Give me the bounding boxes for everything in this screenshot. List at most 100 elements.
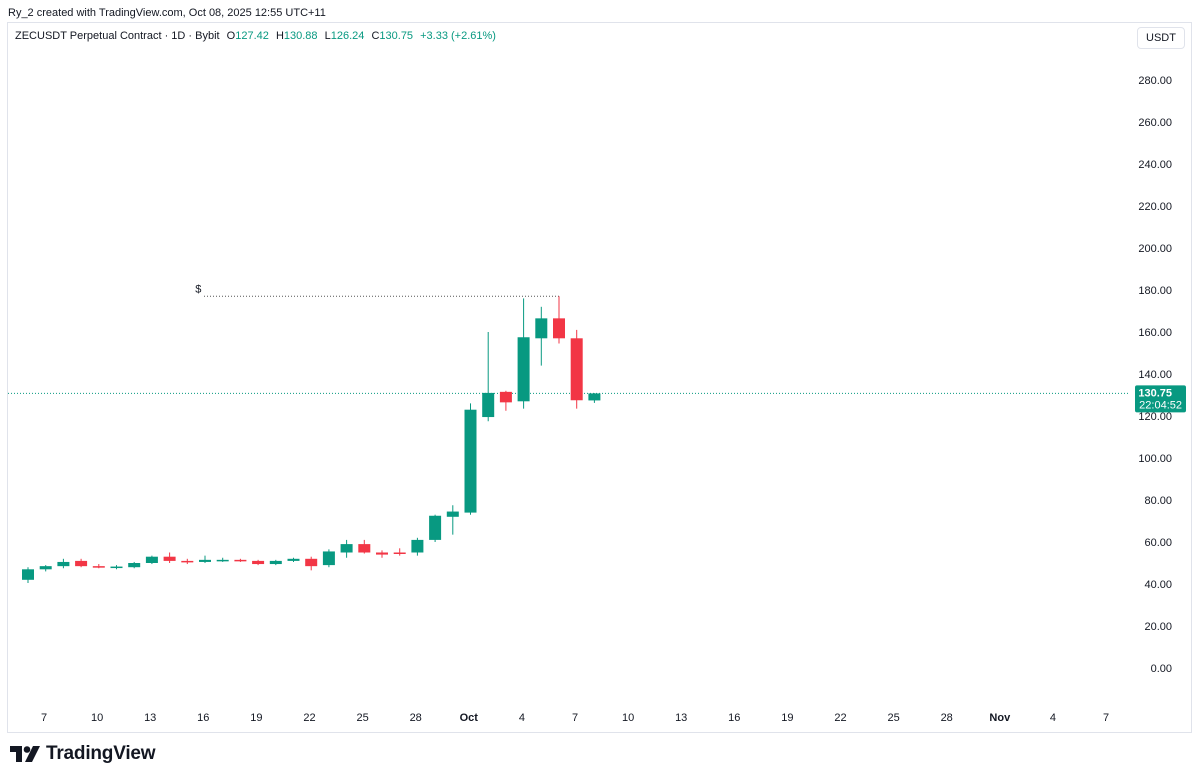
y-tick-label: 20.00 [1144, 621, 1172, 633]
candle[interactable] [75, 558, 88, 568]
candle[interactable] [517, 298, 530, 409]
x-tick-label: 16 [728, 712, 740, 724]
candle-body [22, 569, 34, 580]
candle[interactable] [22, 567, 34, 583]
candle[interactable] [269, 559, 282, 566]
candle-body [517, 337, 530, 402]
x-tick-label: Oct [460, 712, 479, 724]
candle-body [181, 560, 194, 563]
candle-body [252, 560, 265, 565]
y-tick-label: 60.00 [1144, 537, 1172, 549]
change-value: +3.33 (+2.61%) [420, 30, 496, 42]
candle[interactable] [110, 565, 123, 570]
x-tick-label: 13 [144, 712, 156, 724]
candle-body [358, 544, 371, 553]
candle[interactable] [234, 558, 247, 562]
candle-body [482, 392, 495, 418]
candle-body [535, 318, 548, 339]
candle-body [376, 552, 388, 555]
candle[interactable] [393, 548, 406, 556]
bar-countdown: 22:04:52 [1139, 399, 1182, 411]
currency-button[interactable]: USDT [1137, 27, 1185, 49]
y-tick-label: 40.00 [1144, 579, 1172, 591]
candle[interactable] [446, 505, 459, 535]
low-label: L [324, 30, 331, 42]
high-value: 130.88 [283, 30, 318, 42]
candle-body [305, 558, 318, 567]
candle[interactable] [57, 558, 70, 569]
candle-body [446, 511, 459, 517]
x-tick-label: 10 [622, 712, 634, 724]
y-tick-label: 280.00 [1138, 75, 1172, 87]
x-tick-label: 25 [887, 712, 899, 724]
last-price-badge [1135, 385, 1186, 413]
candle-body [199, 559, 211, 562]
high-label: H [275, 30, 284, 42]
candle-body [39, 566, 52, 570]
candle[interactable] [482, 332, 495, 422]
low-value: 126.24 [330, 30, 365, 42]
y-tick-label: 220.00 [1138, 201, 1172, 213]
candle-body [163, 556, 176, 561]
candle-body [128, 563, 141, 568]
candle[interactable] [128, 561, 141, 569]
x-tick-label: 22 [834, 712, 846, 724]
x-tick-label: 7 [41, 712, 47, 724]
tradingview-logo: TradingView [10, 743, 156, 765]
y-tick-label: 140.00 [1138, 369, 1172, 381]
close-label: C [371, 30, 380, 42]
candle[interactable] [570, 329, 583, 409]
candle[interactable] [553, 296, 565, 344]
x-tick-label: 10 [91, 712, 103, 724]
candle[interactable] [340, 539, 353, 558]
level-line-label: $ [195, 283, 201, 295]
candle-body [340, 544, 353, 553]
candle-body [92, 566, 105, 568]
candle-body [287, 558, 300, 561]
candle[interactable] [588, 393, 601, 403]
candle-body [110, 566, 123, 569]
x-tick-label: 16 [197, 712, 209, 724]
candle[interactable] [92, 564, 105, 569]
close-value: 130.75 [379, 30, 414, 42]
candle[interactable] [287, 557, 300, 562]
candle-body [269, 560, 282, 565]
candle-body [216, 559, 229, 562]
x-tick-label: 25 [356, 712, 368, 724]
candle[interactable] [322, 549, 335, 568]
candle-body [499, 391, 512, 403]
symbol-title[interactable]: ZECUSDT Perpetual Contract · 1D · Bybit [15, 30, 220, 42]
x-tick-label: 4 [519, 712, 525, 724]
candle-body [411, 539, 424, 553]
y-tick-label: 200.00 [1138, 243, 1172, 255]
price-chart[interactable]: $ 0.00 20.00 40.00 60.00 80.00 100.00 120.00 14… [0, 0, 1199, 740]
x-tick-label: 7 [1103, 712, 1109, 724]
candle-body [322, 551, 335, 566]
candle[interactable] [181, 558, 194, 565]
tradingview-logo-icon [10, 746, 40, 762]
brand-name: TradingView [46, 743, 156, 764]
y-tick-label: 120.00 [1138, 411, 1172, 423]
candle[interactable] [376, 550, 388, 558]
candle-body [75, 560, 88, 567]
candle-body [588, 393, 601, 401]
candle[interactable] [145, 555, 158, 565]
candle[interactable] [411, 537, 424, 556]
symbol-legend: ZECUSDT Perpetual Contract · 1D · Bybit … [15, 30, 496, 42]
candle[interactable] [39, 565, 52, 572]
candle[interactable] [163, 552, 176, 564]
candle[interactable] [535, 306, 548, 366]
candle-body [234, 559, 247, 562]
candle[interactable] [499, 390, 512, 411]
candle[interactable] [464, 403, 477, 515]
candle-body [145, 556, 158, 563]
candle-body [570, 338, 583, 401]
candle-body [464, 409, 477, 513]
candle[interactable] [358, 539, 371, 554]
candle[interactable] [216, 557, 229, 562]
x-tick-label: 4 [1050, 712, 1056, 724]
candle[interactable] [305, 556, 318, 571]
candle[interactable] [199, 555, 211, 563]
candle[interactable] [429, 514, 442, 542]
candle[interactable] [252, 559, 265, 566]
